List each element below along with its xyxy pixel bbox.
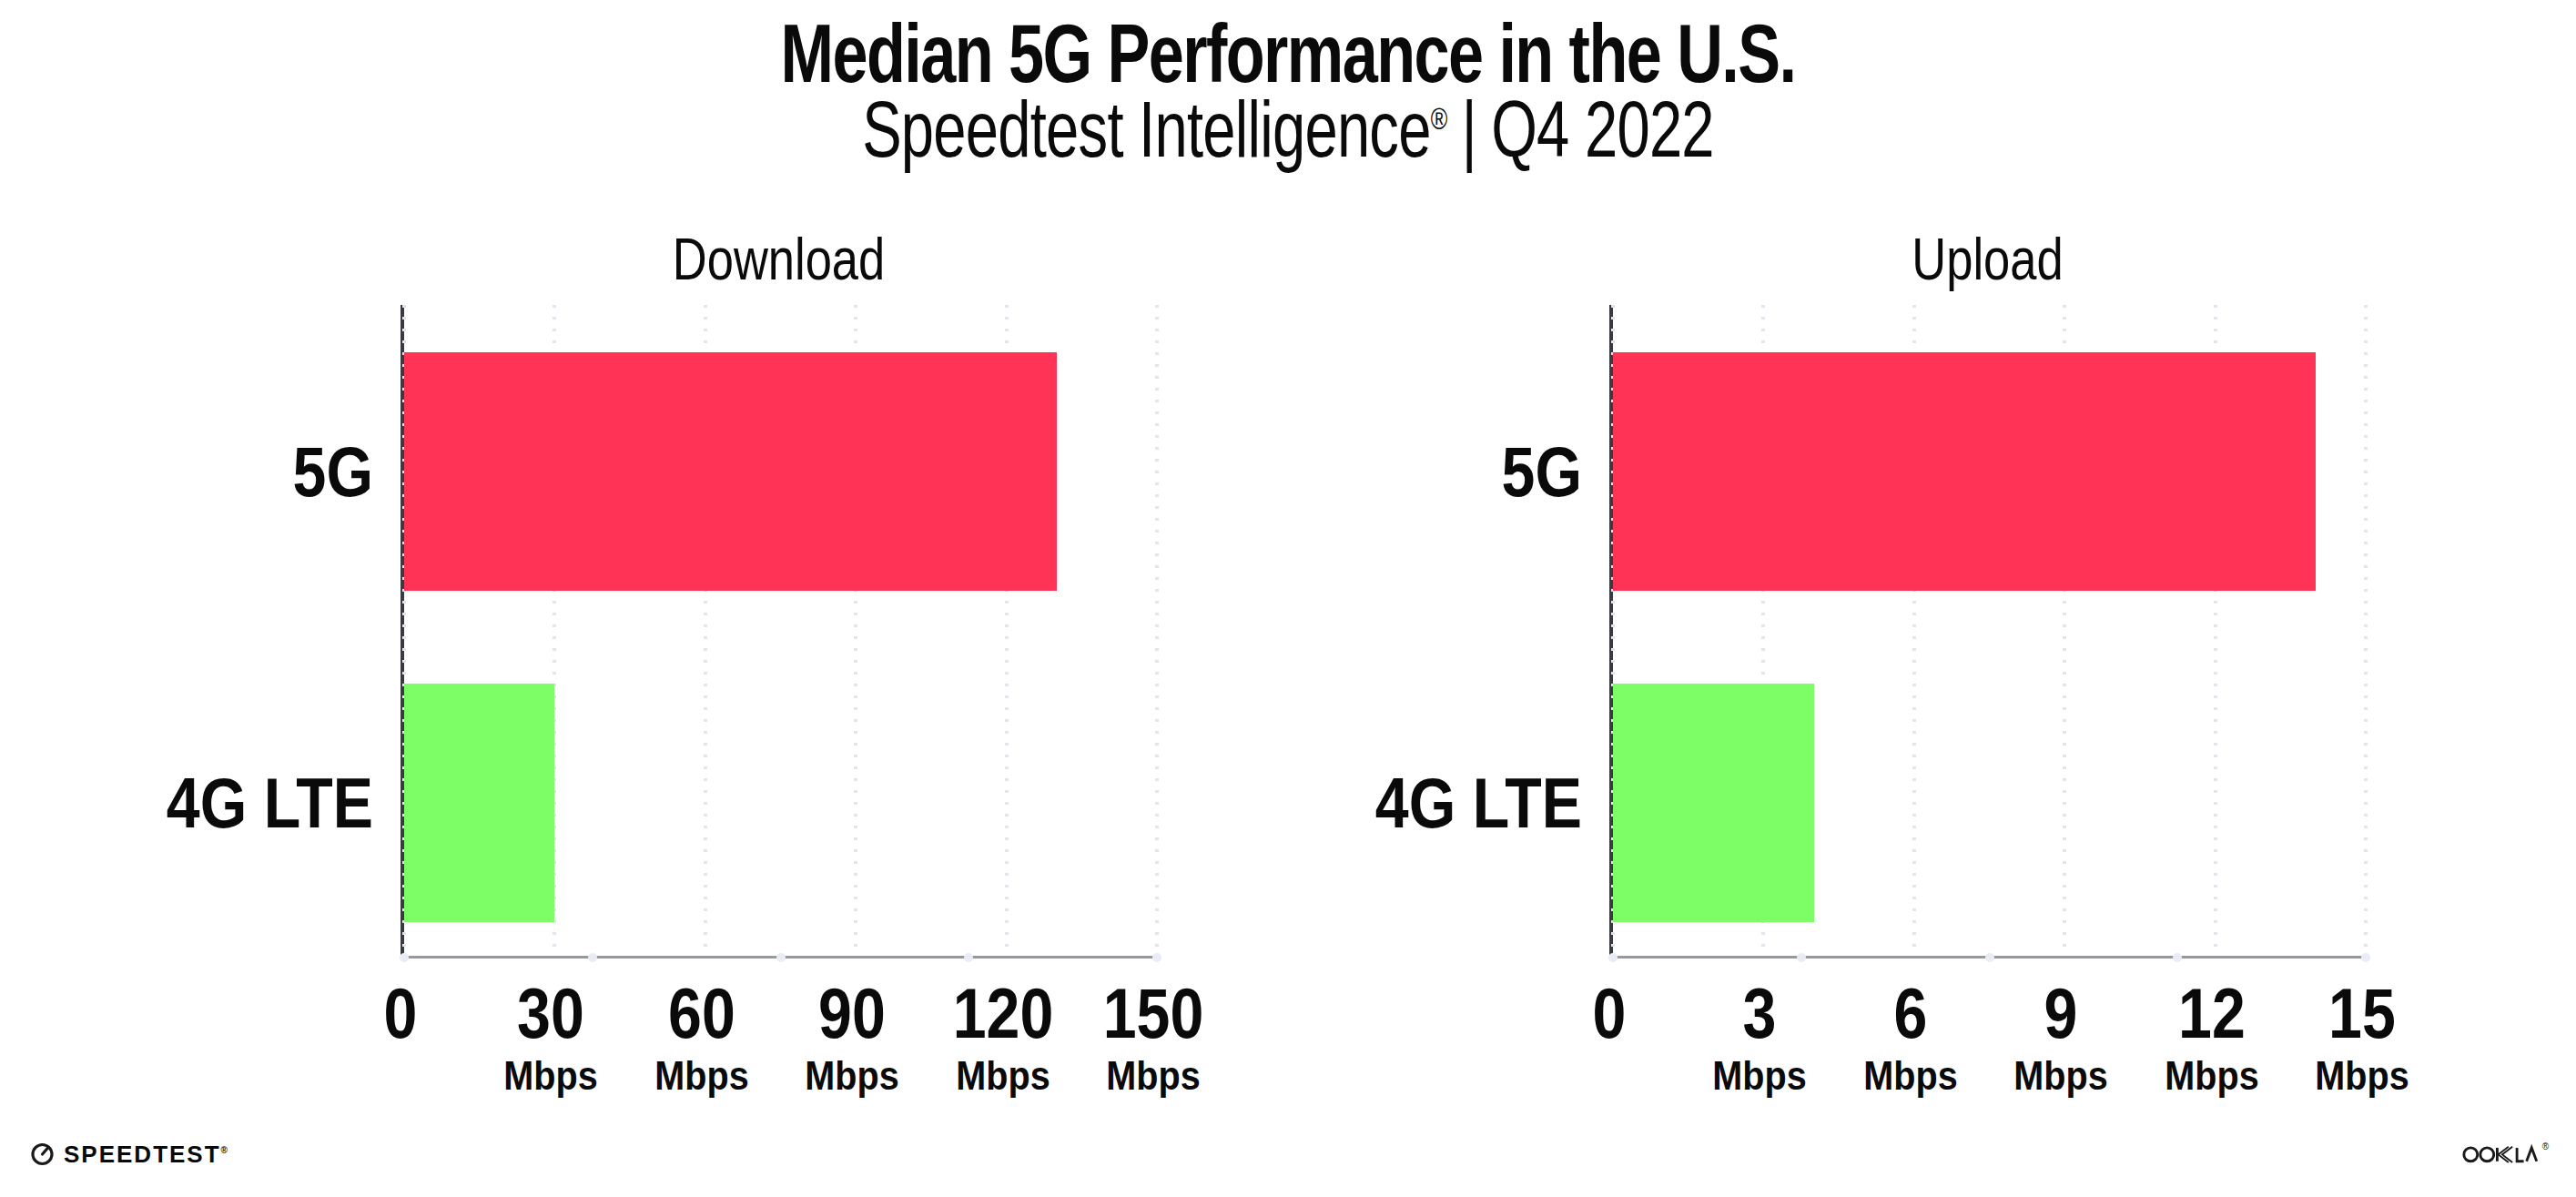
page-title: Median 5G Performance in the U.S. <box>283 13 2292 95</box>
x-tick-value: 30 <box>485 977 617 1050</box>
ookla-trademark-mark: ® <box>2542 1141 2549 1151</box>
x-tick-value: 60 <box>636 977 768 1050</box>
upload-chart: Upload 5G 4G LTE 03Mbps6Mbps9Mbps12Mbps1… <box>0 0 2576 1197</box>
bar-5g <box>1613 352 2316 591</box>
bar-5g <box>404 352 1057 591</box>
x-tick-unit: Mbps <box>634 1055 770 1097</box>
gridline <box>553 305 556 956</box>
x-tick-unit: Mbps <box>2144 1055 2280 1097</box>
ookla-wordmark-icon <box>2462 1140 2542 1166</box>
axis-tick-dot <box>1985 953 1994 962</box>
axis-tick-dot <box>2173 953 2182 962</box>
gridline <box>854 305 857 956</box>
x-tick-unit: Mbps <box>483 1055 620 1097</box>
subtitle-period: Q4 2022 <box>1491 84 1714 174</box>
gridline <box>1761 305 1765 956</box>
x-tick: 12 Mbps <box>2135 977 2289 1097</box>
x-tick: 30 Mbps <box>473 977 628 1097</box>
speedtest-trademark-mark: ® <box>221 1145 229 1155</box>
subtitle-brand: Speedtest Intelligence <box>862 84 1431 174</box>
x-tick: 6 Mbps <box>1833 977 1988 1097</box>
speedtest-gauge-icon <box>30 1141 55 1166</box>
x-tick-value: 12 <box>2145 977 2277 1050</box>
x-tick-value: 0 <box>335 977 467 1050</box>
x-tick: 150 Mbps <box>1076 977 1231 1097</box>
x-tick-unit: Mbps <box>2294 1055 2430 1097</box>
x-tick: 0 <box>323 977 478 1050</box>
axis-tick-dot <box>776 953 786 962</box>
plot-area <box>1609 305 2366 959</box>
axis-tick-dot <box>1608 953 1618 962</box>
x-tick-unit: Mbps <box>935 1055 1071 1097</box>
x-tick: 15 Mbps <box>2285 977 2439 1097</box>
axis-tick-dot <box>400 953 409 962</box>
x-tick-value: 6 <box>1845 977 1977 1050</box>
x-axis-ticks: 030Mbps60Mbps90Mbps120Mbps150Mbps <box>401 977 1153 1131</box>
axis-tick-dot <box>1797 953 1806 962</box>
chart-title-upload: Upload <box>1678 229 2297 289</box>
speedtest-logo: SPEEDTEST® <box>30 1141 229 1166</box>
category-label-5g: 5G <box>118 436 374 507</box>
gridline <box>2063 305 2066 956</box>
category-label-4g-lte: 4G LTE <box>118 767 374 838</box>
gridline <box>2214 305 2217 956</box>
x-tick-value: 3 <box>1694 977 1826 1050</box>
x-tick-value: 120 <box>937 977 1069 1050</box>
x-tick-unit: Mbps <box>1692 1055 1829 1097</box>
page: Median 5G Performance in the U.S. Speedt… <box>0 0 2576 1197</box>
x-tick-value: 150 <box>1088 977 1220 1050</box>
x-tick-value: 9 <box>1995 977 2127 1050</box>
gridline <box>704 305 707 956</box>
x-tick: 0 <box>1532 977 1687 1050</box>
x-tick-unit: Mbps <box>1842 1055 1979 1097</box>
x-tick: 3 Mbps <box>1682 977 1837 1097</box>
bar-4g-lte <box>1613 684 1814 922</box>
gridline <box>1005 305 1009 956</box>
x-tick-unit: Mbps <box>1993 1055 2129 1097</box>
x-tick: 90 Mbps <box>775 977 929 1097</box>
axis-tick-dot <box>588 953 597 962</box>
registered-trademark-mark: ® <box>1431 101 1447 136</box>
ookla-logo: ® <box>2462 1140 2549 1166</box>
x-tick: 120 Mbps <box>926 977 1080 1097</box>
category-label-4g-lte: 4G LTE <box>1327 767 1583 838</box>
x-tick: 9 Mbps <box>1983 977 2138 1097</box>
chart-title-download: Download <box>469 229 1089 289</box>
category-label-5g: 5G <box>1327 436 1583 507</box>
plot-area <box>401 305 1157 959</box>
x-tick-unit: Mbps <box>784 1055 920 1097</box>
x-tick-value: 15 <box>2297 977 2429 1050</box>
x-tick-value: 0 <box>1544 977 1676 1050</box>
x-axis-ticks: 03Mbps6Mbps9Mbps12Mbps15Mbps <box>1609 977 2362 1131</box>
axis-tick-dot <box>1152 953 1161 962</box>
x-tick: 60 Mbps <box>624 977 779 1097</box>
speedtest-wordmark: SPEEDTEST® <box>64 1142 229 1166</box>
axis-tick-dot <box>964 953 973 962</box>
subtitle-separator: | <box>1446 84 1491 174</box>
gridline <box>2364 305 2368 956</box>
x-tick-unit: Mbps <box>1085 1055 1222 1097</box>
bar-4g-lte <box>404 684 554 922</box>
axis-tick-dot <box>2361 953 2370 962</box>
page-subtitle: Speedtest Intelligence®|Q4 2022 <box>335 87 2241 171</box>
download-chart: Download 5G 4G LTE 030Mbps60Mbps90Mbps12… <box>0 0 2576 1197</box>
gridline <box>402 305 406 956</box>
gridline <box>1912 305 1916 956</box>
gridline <box>1155 305 1159 956</box>
x-tick-value: 90 <box>786 977 918 1050</box>
gridline <box>1611 305 1615 956</box>
